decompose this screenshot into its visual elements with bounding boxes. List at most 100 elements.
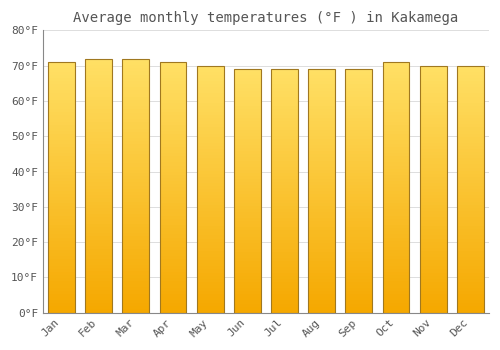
Bar [122, 71, 149, 75]
Bar [86, 163, 112, 167]
Bar [308, 106, 335, 109]
Bar [48, 203, 75, 206]
Bar [457, 198, 483, 202]
Bar [308, 163, 335, 167]
Bar [122, 290, 149, 294]
Bar [234, 106, 260, 109]
Bar [234, 191, 260, 194]
Bar [382, 303, 409, 306]
Bar [382, 147, 409, 150]
Bar [346, 252, 372, 255]
Bar [86, 246, 112, 249]
Bar [122, 182, 149, 186]
Bar [197, 149, 224, 152]
Bar [86, 87, 112, 90]
Bar [122, 122, 149, 125]
Bar [160, 288, 186, 291]
Bar [308, 148, 335, 152]
Bar [86, 237, 112, 240]
Bar [346, 72, 372, 75]
Bar [308, 218, 335, 221]
Bar [308, 221, 335, 224]
Bar [382, 106, 409, 109]
Bar [382, 172, 409, 175]
Bar [48, 244, 75, 247]
Bar [271, 279, 298, 282]
Bar [308, 69, 335, 72]
Bar [457, 164, 483, 168]
Bar [86, 220, 112, 224]
Bar [86, 227, 112, 230]
Bar [420, 303, 446, 307]
Bar [160, 150, 186, 153]
Bar [197, 260, 224, 263]
Bar [48, 156, 75, 159]
Bar [234, 127, 260, 130]
Bar [160, 109, 186, 112]
Bar [160, 266, 186, 269]
Bar [234, 139, 260, 142]
Bar [271, 148, 298, 152]
Bar [197, 146, 224, 149]
Bar [197, 164, 224, 168]
Bar [197, 257, 224, 260]
Bar [420, 161, 446, 164]
Bar [420, 251, 446, 254]
Bar [308, 261, 335, 264]
Bar [48, 306, 75, 309]
Bar [308, 224, 335, 228]
Bar [382, 309, 409, 313]
Bar [197, 109, 224, 112]
Bar [160, 244, 186, 247]
Bar [271, 298, 298, 300]
Bar [122, 274, 149, 278]
Bar [271, 154, 298, 158]
Bar [271, 218, 298, 221]
Bar [457, 168, 483, 171]
Bar [308, 307, 335, 310]
Bar [160, 219, 186, 222]
Bar [86, 186, 112, 189]
Bar [420, 257, 446, 260]
Bar [48, 253, 75, 256]
Bar [420, 155, 446, 158]
Bar [420, 69, 446, 72]
Bar [86, 224, 112, 227]
Bar [457, 285, 483, 288]
Bar [308, 246, 335, 249]
Bar [308, 84, 335, 88]
Bar [271, 97, 298, 100]
Bar [271, 127, 298, 130]
Bar [271, 231, 298, 233]
Bar [271, 215, 298, 218]
Bar [346, 307, 372, 310]
Bar [48, 259, 75, 262]
Bar [86, 294, 112, 297]
Bar [160, 269, 186, 272]
Bar [160, 278, 186, 281]
Bar [308, 279, 335, 282]
Bar [420, 202, 446, 205]
Bar [457, 245, 483, 248]
Bar [308, 300, 335, 303]
Bar [420, 183, 446, 186]
Bar [160, 212, 186, 216]
Bar [48, 228, 75, 231]
Bar [271, 78, 298, 82]
Bar [234, 167, 260, 170]
Bar [346, 127, 372, 130]
Bar [197, 251, 224, 254]
Bar [308, 173, 335, 176]
Bar [420, 124, 446, 127]
Bar [346, 124, 372, 127]
Bar [457, 81, 483, 84]
Bar [122, 87, 149, 90]
Bar [234, 303, 260, 307]
Bar [346, 240, 372, 243]
Bar [48, 106, 75, 109]
Bar [48, 275, 75, 278]
Bar [271, 212, 298, 215]
Bar [48, 140, 75, 143]
Bar [86, 240, 112, 243]
Bar [234, 209, 260, 212]
